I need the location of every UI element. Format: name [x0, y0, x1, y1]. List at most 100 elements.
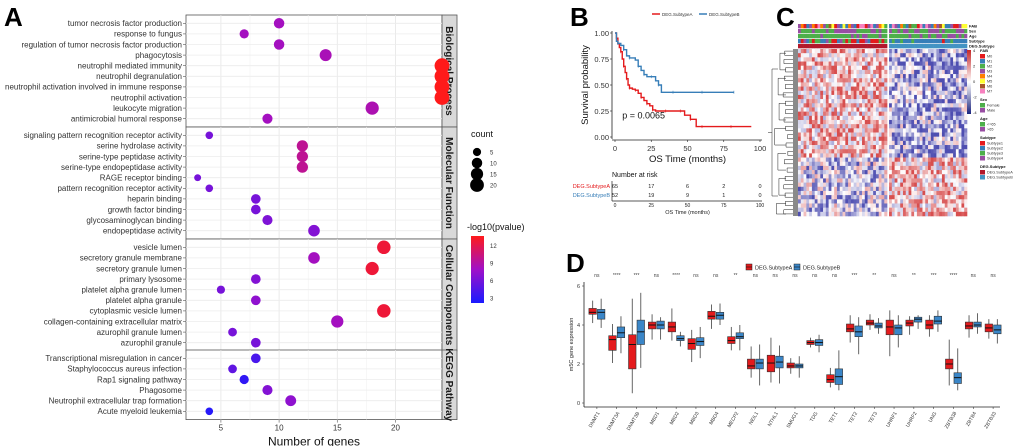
annotation-cell	[891, 24, 895, 29]
heatmap-cell	[889, 149, 893, 154]
heatmap-cell	[891, 94, 895, 100]
heatmap-cell	[878, 149, 882, 154]
heatmap-cell	[902, 190, 907, 196]
heatmap-cell	[941, 49, 946, 54]
heatmap-cell	[939, 128, 943, 133]
heatmap-cell	[891, 199, 895, 204]
heatmap-cell	[919, 161, 923, 167]
heatmap-cell	[941, 124, 946, 129]
heatmap-cell	[823, 203, 827, 208]
heatmap-cell	[922, 53, 926, 58]
heatmap-cell	[828, 161, 832, 167]
heatmap-cell	[806, 136, 810, 142]
heatmap-cell	[856, 78, 860, 83]
heatmap-cell	[864, 69, 868, 75]
heatmap-cell	[817, 111, 821, 117]
heatmap-cell	[900, 82, 904, 87]
heatmap-cell	[964, 128, 968, 133]
heatmap-cell	[850, 157, 854, 163]
heatmap-cell	[873, 132, 877, 137]
heatmap-cell	[823, 140, 827, 146]
heatmap-cell	[842, 74, 846, 79]
heatmap-cell	[955, 140, 959, 146]
heatmap-cell	[811, 103, 815, 108]
heatmap-cell	[845, 128, 849, 133]
heatmap-cell	[848, 107, 852, 112]
heatmap-cell	[897, 82, 901, 87]
heatmap-cell	[939, 153, 943, 158]
heatmap-cell	[848, 161, 852, 167]
heatmap-cell	[897, 195, 901, 200]
annotation-cell	[850, 44, 854, 49]
heatmap-cell	[859, 199, 863, 204]
heatmap-cell	[800, 207, 804, 213]
heatmap-cell	[814, 140, 818, 146]
heatmap-cell	[848, 140, 852, 146]
heatmap-cell	[928, 157, 932, 163]
annotation-cell	[958, 24, 962, 29]
heatmap-cell	[845, 186, 849, 192]
heatmap-cell	[800, 128, 804, 133]
heatmap-cell	[823, 149, 827, 154]
heatmap-cell	[939, 165, 943, 171]
heatmap-cell	[902, 211, 907, 217]
heatmap-cell	[961, 124, 965, 129]
heatmap-cell	[902, 86, 907, 92]
heatmap-cell	[941, 128, 946, 133]
heatmap-cell	[814, 149, 818, 154]
heatmap-cell	[936, 94, 940, 100]
annotation-cell	[820, 44, 824, 49]
heatmap-cell	[859, 128, 863, 133]
heatmap-cell	[856, 136, 860, 142]
heatmap-cell	[811, 195, 815, 200]
heatmap-cell	[814, 136, 818, 142]
heatmap-cell	[902, 186, 907, 192]
annotation-cell	[881, 44, 885, 49]
heatmap-cell	[803, 124, 807, 129]
heatmap-cell	[925, 49, 929, 54]
heatmap-cell	[950, 136, 954, 142]
heatmap-cell	[806, 86, 810, 92]
heatmap-cell	[825, 82, 829, 87]
heatmap-cell	[814, 170, 818, 175]
heatmap-cell	[864, 74, 868, 79]
heatmap-cell	[914, 211, 918, 217]
box	[933, 315, 942, 325]
heatmap-legend-swatch	[980, 141, 985, 146]
heatmap-cell	[806, 61, 810, 66]
heatmap-cell	[928, 61, 932, 66]
heatmap-cell	[930, 207, 934, 213]
heatmap-cell	[831, 78, 835, 83]
heatmap-cell	[933, 49, 937, 54]
size-legend-title: count	[471, 129, 494, 139]
heatmap-cell	[894, 190, 898, 196]
heatmap-cell	[875, 53, 880, 58]
heatmap-cell	[836, 78, 841, 83]
heatmap-cell	[939, 157, 943, 163]
heatmap-cell	[914, 124, 918, 129]
heatmap-cell	[911, 136, 915, 142]
heatmap-cell	[900, 74, 904, 79]
heatmap-cell	[964, 186, 968, 192]
heatmap-cell	[900, 195, 904, 200]
heatmap-cell	[947, 157, 951, 163]
heatmap-cell	[842, 111, 846, 117]
heatmap-cell	[814, 49, 818, 54]
term-label: endopeptidase activity	[103, 227, 182, 236]
heatmap-cell	[867, 195, 871, 200]
annotation-cell	[961, 29, 965, 34]
heatmap-cell	[825, 99, 829, 104]
pvalue-annotation: p = 0.0065	[622, 110, 665, 120]
heatmap-cell	[884, 107, 888, 112]
heatmap-cell	[853, 119, 857, 125]
annotation-cell	[897, 29, 901, 34]
heatmap-cell	[850, 69, 854, 75]
heatmap-cell	[950, 157, 954, 163]
heatmap-cell	[842, 178, 846, 183]
heatmap-cell	[891, 153, 895, 158]
heatmap-cell	[862, 49, 866, 54]
heatmap-cell	[850, 74, 854, 79]
heatmap-cell	[958, 186, 962, 192]
heatmap-cell	[850, 82, 854, 87]
heatmap-cell	[928, 57, 932, 62]
